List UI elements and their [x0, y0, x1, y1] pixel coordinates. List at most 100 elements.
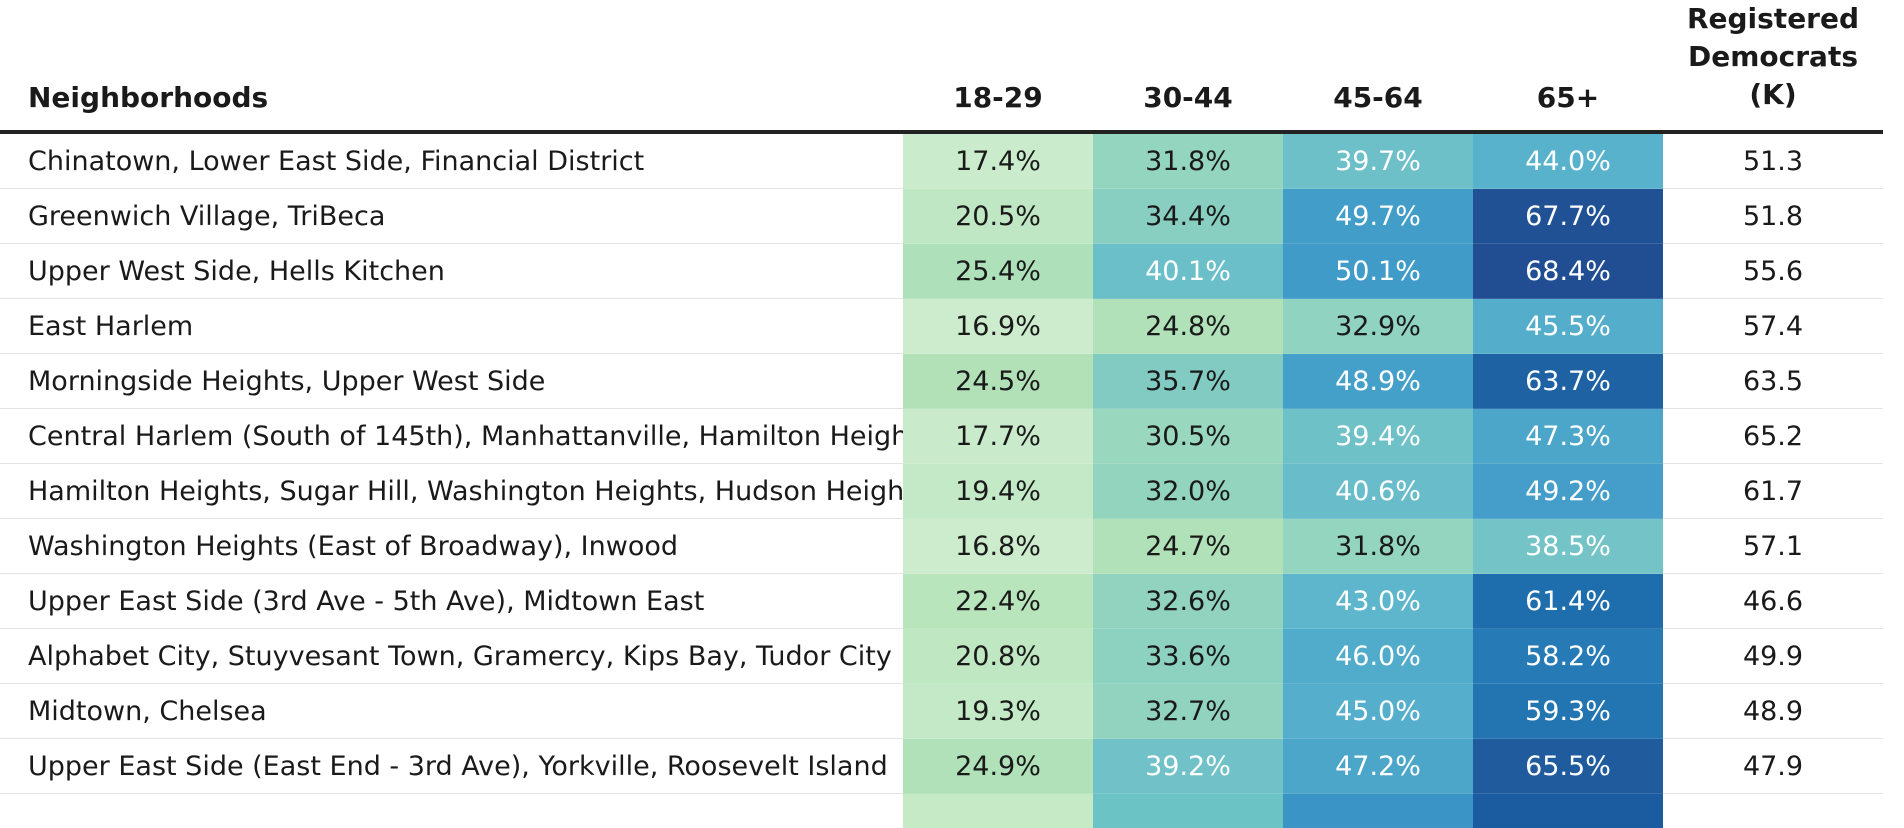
row-spacer [1883, 794, 1904, 828]
row-spacer [1883, 299, 1904, 354]
heatmap-cell: 40.1% [1093, 244, 1283, 299]
neighborhood-cell: Central Harlem (South of 145th), Manhatt… [0, 409, 903, 464]
heatmap-cell: 43.0% [1283, 574, 1473, 629]
row-spacer [1883, 132, 1904, 189]
heatmap-cell: 31.8% [1093, 132, 1283, 189]
column-header-45-64: 45-64 [1283, 0, 1473, 132]
heatmap-cell: 39.7% [1283, 132, 1473, 189]
neighborhood-cell [0, 794, 903, 828]
heatmap-cell: 45.5% [1473, 299, 1663, 354]
registered-democrats-cell: 57.1 [1663, 519, 1883, 574]
neighborhood-cell: Morningside Heights, Upper West Side [0, 354, 903, 409]
registered-democrats-cell: 46.6 [1663, 574, 1883, 629]
neighborhood-cell: Chinatown, Lower East Side, Financial Di… [0, 132, 903, 189]
registered-democrats-cell [1663, 794, 1883, 828]
header-spacer [1883, 0, 1904, 132]
heatmap-cell: 25.4% [903, 244, 1093, 299]
row-spacer [1883, 189, 1904, 244]
heatmap-cell: 45.0% [1283, 684, 1473, 739]
table-row-partial [0, 794, 1904, 828]
table-row: Upper East Side (East End - 3rd Ave), Yo… [0, 739, 1904, 794]
registered-democrats-cell: 61.7 [1663, 464, 1883, 519]
column-header-neighborhoods: Neighborhoods [0, 0, 903, 132]
row-spacer [1883, 739, 1904, 794]
heatmap-cell: 24.7% [1093, 519, 1283, 574]
heatmap-cell: 34.4% [1093, 189, 1283, 244]
neighborhood-cell: Upper East Side (East End - 3rd Ave), Yo… [0, 739, 903, 794]
row-spacer [1883, 684, 1904, 739]
heatmap-cell: 33.6% [1093, 629, 1283, 684]
heatmap-cell: 32.6% [1093, 574, 1283, 629]
registered-democrats-cell: 47.9 [1663, 739, 1883, 794]
registered-democrats-cell: 57.4 [1663, 299, 1883, 354]
row-spacer [1883, 629, 1904, 684]
heatmap-cell: 65.5% [1473, 739, 1663, 794]
registered-democrats-cell: 48.9 [1663, 684, 1883, 739]
heatmap-cell: 31.8% [1283, 519, 1473, 574]
heatmap-cell: 39.2% [1093, 739, 1283, 794]
heatmap-cell: 24.9% [903, 739, 1093, 794]
heatmap-cell: 63.7% [1473, 354, 1663, 409]
heatmap-cell: 19.3% [903, 684, 1093, 739]
heatmap-cell: 49.7% [1283, 189, 1473, 244]
heatmap-cell: 32.0% [1093, 464, 1283, 519]
neighborhood-cell: Upper East Side (3rd Ave - 5th Ave), Mid… [0, 574, 903, 629]
heatmap-cell: 61.4% [1473, 574, 1663, 629]
table-row: Washington Heights (East of Broadway), I… [0, 519, 1904, 574]
neighborhood-cell: Alphabet City, Stuyvesant Town, Gramercy… [0, 629, 903, 684]
neighborhood-cell: Upper West Side, Hells Kitchen [0, 244, 903, 299]
heatmap-cell: 16.8% [903, 519, 1093, 574]
heatmap-cell: 32.9% [1283, 299, 1473, 354]
table-row: Upper East Side (3rd Ave - 5th Ave), Mid… [0, 574, 1904, 629]
heatmap-cell: 30.5% [1093, 409, 1283, 464]
heatmap-cell: 20.8% [903, 629, 1093, 684]
heatmap-cell: 17.7% [903, 409, 1093, 464]
header-row: Neighborhoods 18-29 30-44 45-64 65+ Regi… [0, 0, 1904, 132]
heatmap-cell: 17.4% [903, 132, 1093, 189]
neighborhood-cell: Washington Heights (East of Broadway), I… [0, 519, 903, 574]
heatmap-cell: 19.4% [903, 464, 1093, 519]
heatmap-cell: 39.4% [1283, 409, 1473, 464]
table-body: Chinatown, Lower East Side, Financial Di… [0, 132, 1904, 828]
heatmap-cell: 16.9% [903, 299, 1093, 354]
heatmap-cell: 47.2% [1283, 739, 1473, 794]
table-row: Central Harlem (South of 145th), Manhatt… [0, 409, 1904, 464]
heatmap-cell: 59.3% [1473, 684, 1663, 739]
neighborhood-cell: Greenwich Village, TriBeca [0, 189, 903, 244]
heatmap-cell: 49.2% [1473, 464, 1663, 519]
heatmap-cell: 47.3% [1473, 409, 1663, 464]
heatmap-cell: 24.8% [1093, 299, 1283, 354]
table-row: Chinatown, Lower East Side, Financial Di… [0, 132, 1904, 189]
neighborhood-cell: East Harlem [0, 299, 903, 354]
neighborhood-cell: Midtown, Chelsea [0, 684, 903, 739]
column-header-18-29: 18-29 [903, 0, 1093, 132]
column-header-30-44: 30-44 [1093, 0, 1283, 132]
registered-democrats-cell: 49.9 [1663, 629, 1883, 684]
column-header-registered-democrats: Registered Democrats (K) [1663, 0, 1883, 132]
heatmap-cell: 67.7% [1473, 189, 1663, 244]
heatmap-cell: 35.7% [1093, 354, 1283, 409]
heatmap-cell: 38.5% [1473, 519, 1663, 574]
registered-democrats-cell: 65.2 [1663, 409, 1883, 464]
heatmap-cell: 40.6% [1283, 464, 1473, 519]
heatmap-cell: 32.7% [1093, 684, 1283, 739]
heatmap-cell [903, 794, 1093, 828]
row-spacer [1883, 464, 1904, 519]
row-spacer [1883, 354, 1904, 409]
row-spacer [1883, 244, 1904, 299]
table-row: Alphabet City, Stuyvesant Town, Gramercy… [0, 629, 1904, 684]
heatmap-cell [1473, 794, 1663, 828]
column-header-65-plus: 65+ [1473, 0, 1663, 132]
neighborhood-cell: Hamilton Heights, Sugar Hill, Washington… [0, 464, 903, 519]
heatmap-table-container: Neighborhoods 18-29 30-44 45-64 65+ Regi… [0, 0, 1904, 774]
registered-democrats-cell: 55.6 [1663, 244, 1883, 299]
heatmap-cell: 44.0% [1473, 132, 1663, 189]
heatmap-cell: 46.0% [1283, 629, 1473, 684]
heatmap-cell: 68.4% [1473, 244, 1663, 299]
